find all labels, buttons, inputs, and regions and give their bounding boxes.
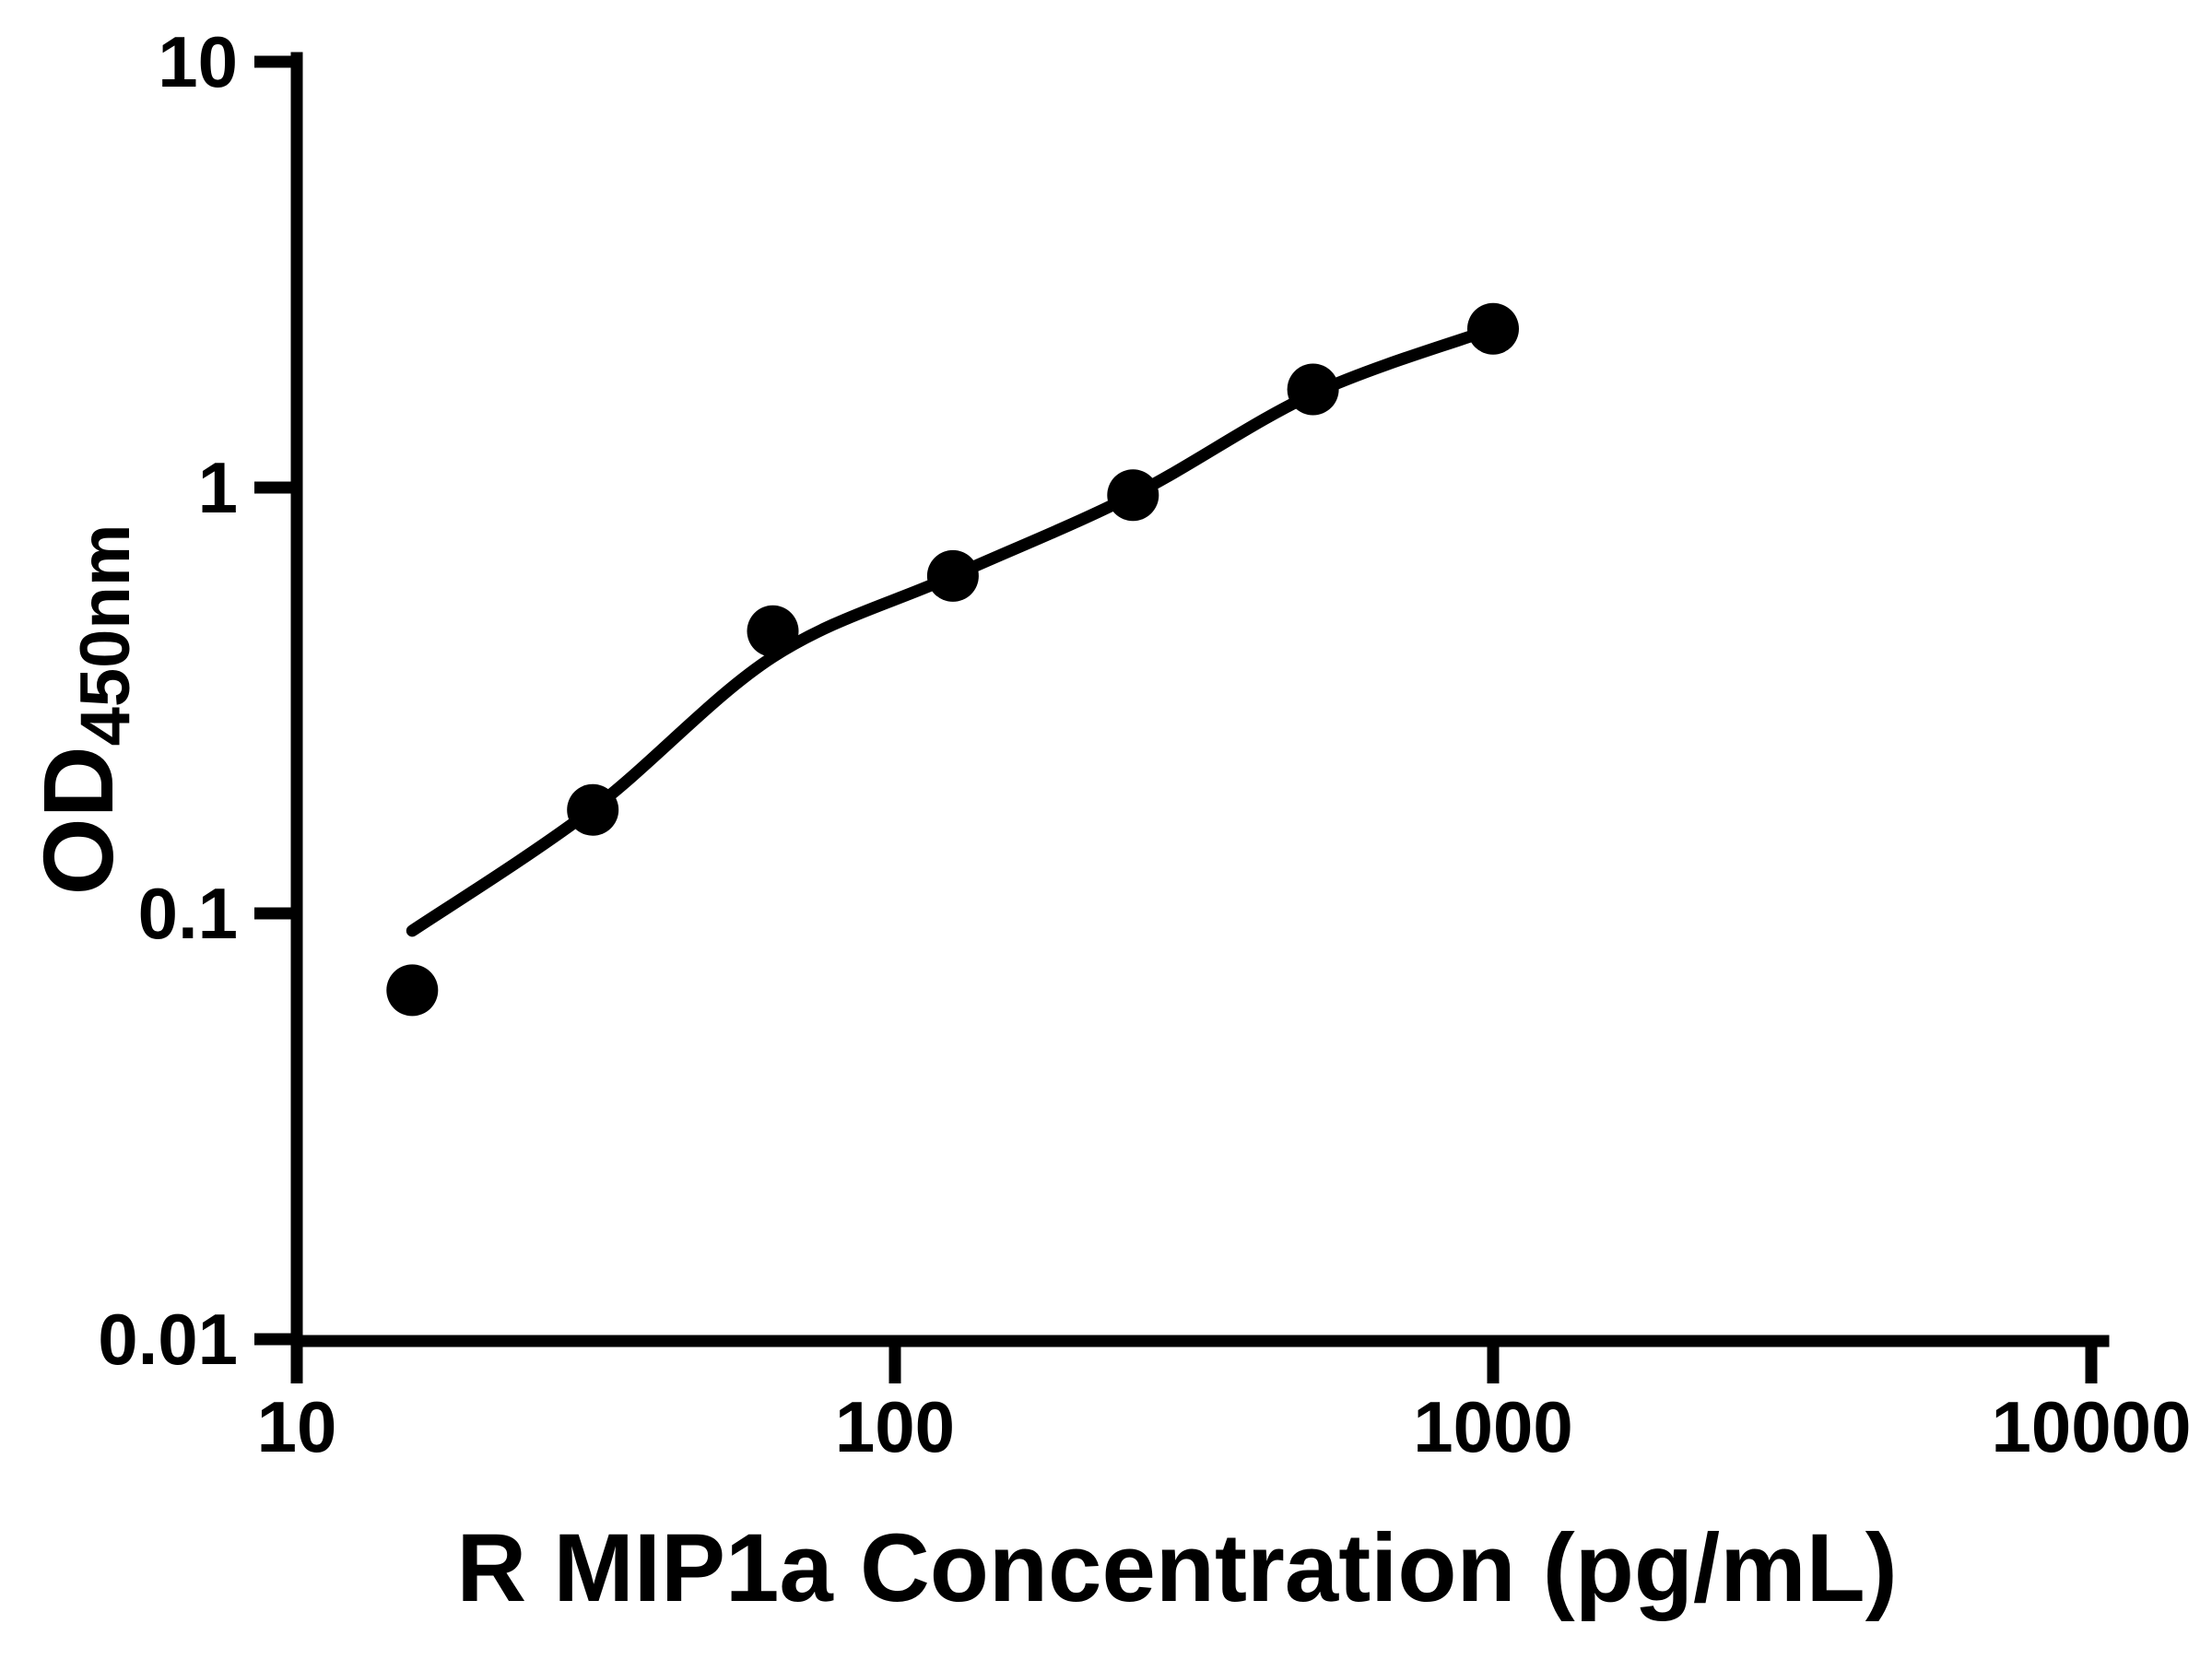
x-tick-label: 1000: [1413, 1386, 1573, 1467]
y-tick-label: 1: [198, 447, 238, 528]
x-tick-label: 100: [835, 1386, 955, 1467]
y-tick-label: 0.1: [138, 873, 238, 954]
y-axis-title-subscript: 450nm: [66, 524, 145, 747]
data-points: [386, 302, 1519, 1017]
y-tick-label: 0.01: [98, 1299, 238, 1380]
data-point: [1467, 302, 1519, 355]
x-tick-label: 10000: [1992, 1386, 2192, 1467]
data-point: [386, 964, 439, 1017]
tick-labels: 10 100 1000 10000 10 1 0.1 0.01: [98, 21, 2191, 1467]
x-axis-title: R MIP1a Concentration (pg/mL): [456, 1514, 1897, 1622]
axes: [254, 52, 2110, 1383]
y-tick-label: 10: [158, 21, 238, 102]
fit-curve-line: [406, 323, 1500, 937]
data-point: [926, 549, 979, 602]
data-point: [1287, 363, 1339, 416]
data-point: [1107, 469, 1159, 522]
x-tick-label: 10: [257, 1386, 337, 1467]
data-point: [567, 783, 619, 836]
data-point: [747, 605, 799, 657]
y-axis-title: OD450nm: [22, 524, 145, 896]
y-axis-title-main: OD: [22, 746, 134, 895]
